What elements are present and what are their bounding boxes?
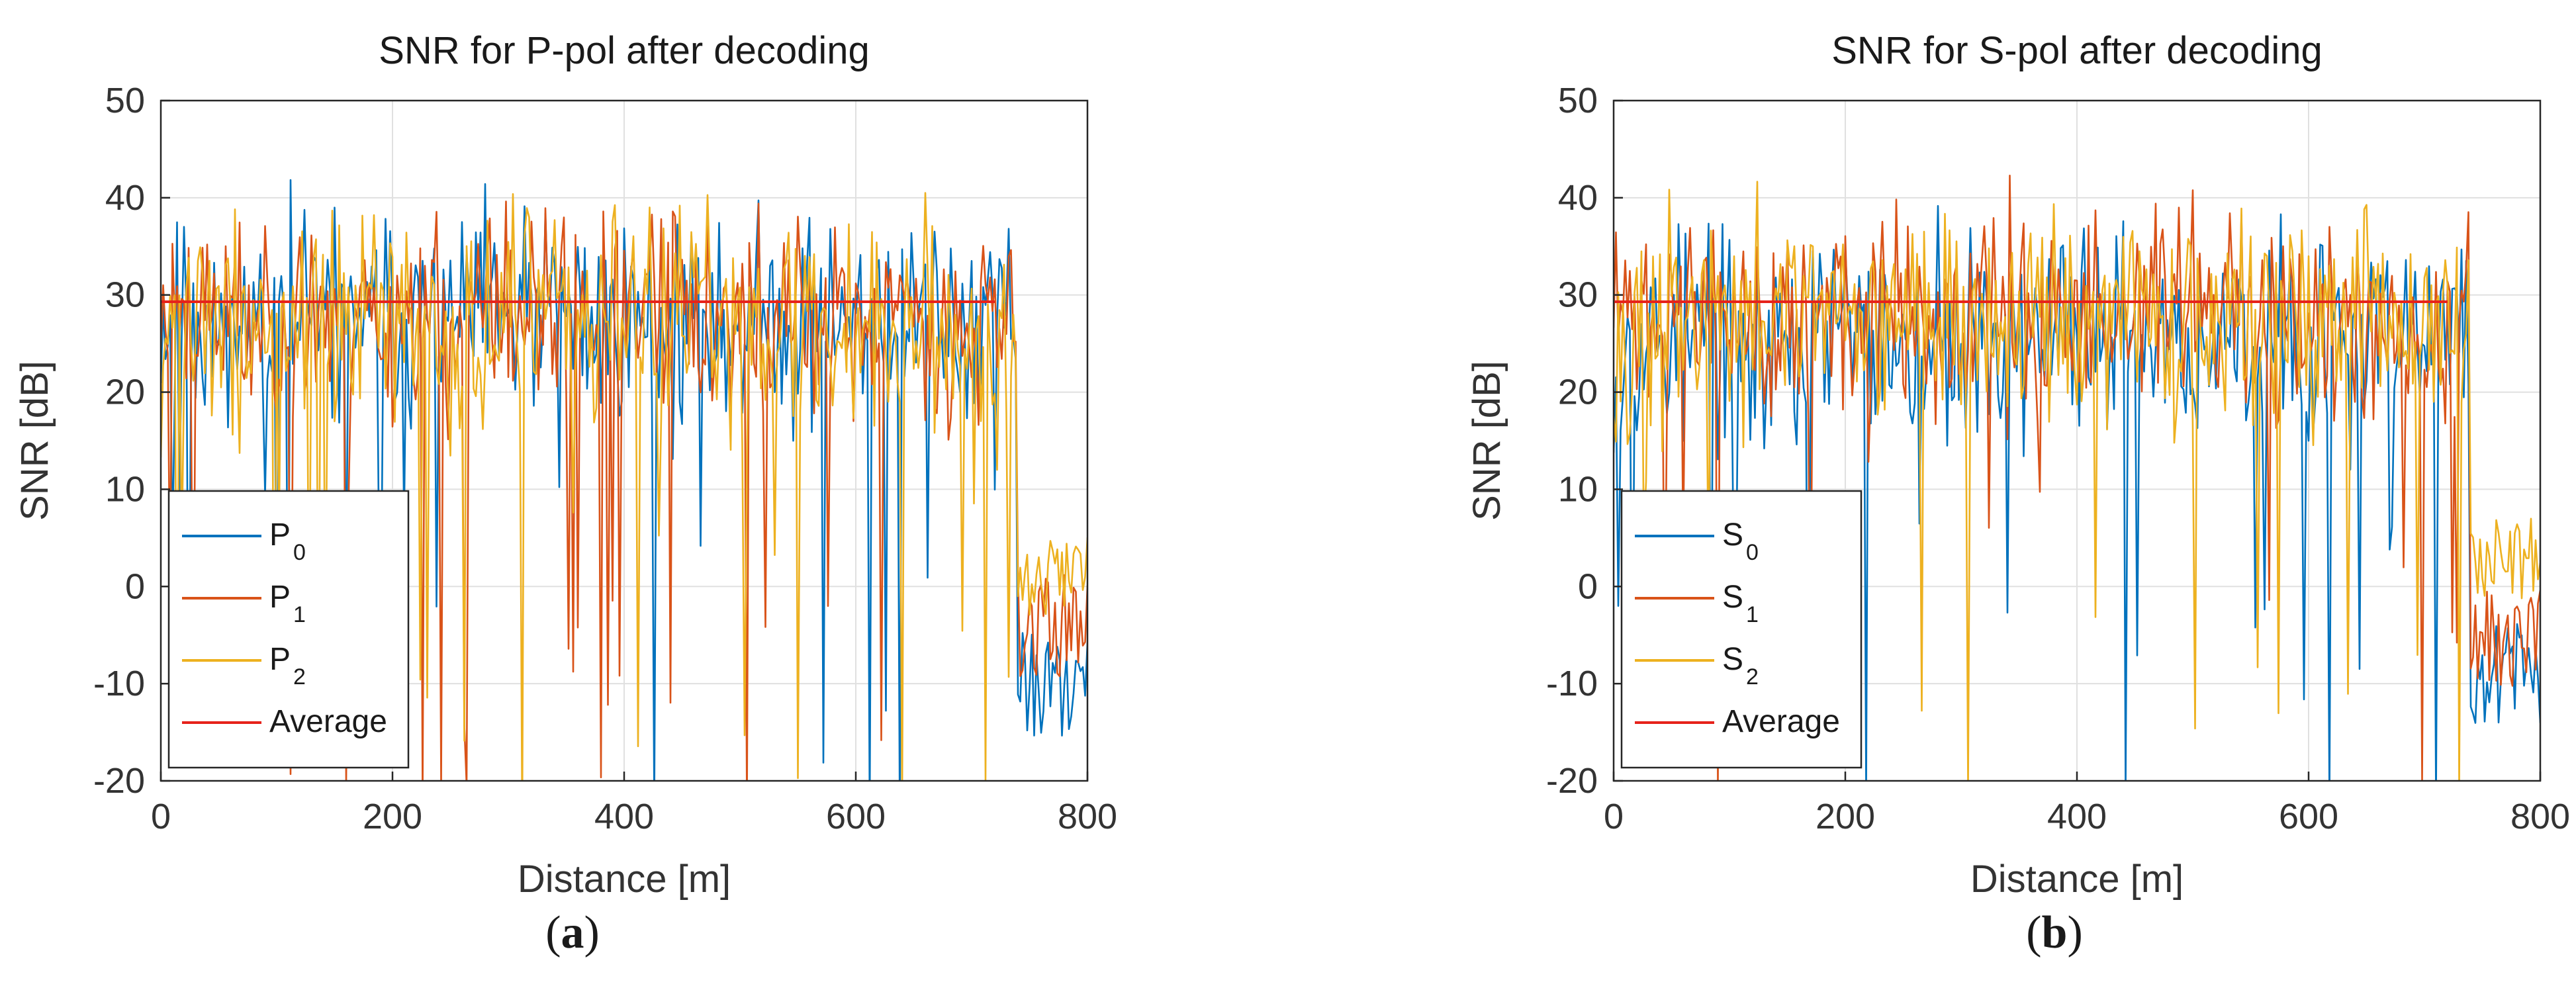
chart-b-series-s0	[1614, 204, 2540, 781]
chart-a-legend: P 0 P 1 P 2 Average	[167, 490, 410, 769]
chart-a-ytick-label-1: -10	[93, 664, 145, 703]
chart-a-xtick-label-1: 200	[363, 797, 422, 836]
chart-a-series-p2	[161, 192, 1087, 781]
chart-a-xtick-label-2: 400	[594, 797, 654, 836]
chart-a-ylabel: SNR [dB]	[13, 361, 56, 521]
chart-b-legend: S 0 S 1 S 2 Average	[1620, 490, 1863, 769]
caption-b: (b)	[2026, 907, 2083, 958]
chart-panel-b: 0 200 400 600 800 -20 -10 0 10 20 30 40 50 SNR for S-…	[1288, 0, 2576, 982]
chart-b-ytick-label-0: -20	[1546, 761, 1598, 801]
chart-b-ytick-label-3: 10	[1558, 469, 1598, 509]
chart-a-title: SNR for P-pol after decoding	[379, 29, 869, 72]
chart-b-ylabel: SNR [dB]	[1465, 361, 1508, 521]
chart-a-ytick-label-4: 20	[105, 373, 145, 412]
caption-a: (a)	[545, 907, 600, 958]
caption-b-letter: b	[2041, 907, 2068, 958]
chart-b-title: SNR for S-pol after decoding	[1831, 29, 2322, 72]
chart-b-ytick-label-6: 40	[1558, 178, 1598, 218]
chart-b-xlabel: Distance [m]	[1970, 858, 2184, 901]
chart-b-xtick-label-2: 400	[2047, 797, 2107, 836]
chart-a-legend-label-average: Average	[269, 704, 387, 739]
chart-a-ytick-label-5: 30	[105, 275, 145, 315]
chart-a-ytick-label-3: 10	[105, 469, 145, 509]
chart-a-xlabel: Distance [m]	[518, 858, 731, 901]
caption-a-letter: a	[561, 907, 584, 958]
chart-a-ytick-label-6: 40	[105, 178, 145, 218]
chart-a-ytick-label-0: -20	[93, 761, 145, 801]
chart-b-xtick-label-0: 0	[1604, 797, 1624, 836]
chart-a-ytick-label-2: 0	[125, 566, 145, 606]
chart-b-xtick-label-1: 200	[1816, 797, 1875, 836]
chart-a-series-group	[161, 179, 1087, 781]
chart-b-ytick-label-2: 0	[1578, 566, 1598, 606]
chart-a-xtick-label-0: 0	[151, 797, 171, 836]
chart-b-svg: 0 200 400 600 800 -20 -10 0 10 20 30 40 50 SNR for S-…	[1465, 29, 2570, 901]
chart-b-ytick-label-1: -10	[1546, 664, 1598, 703]
chart-b-legend-label-average: Average	[1722, 704, 1840, 739]
chart-b-series-s2	[1614, 181, 2540, 781]
chart-b-ytick-label-4: 20	[1558, 373, 1598, 412]
chart-b-ytick-label-7: 50	[1558, 81, 1598, 120]
chart-a-xtick-label-4: 800	[1058, 797, 1117, 836]
chart-b-series-group	[1614, 175, 2540, 781]
chart-panel-a: 0 200 400 600 800 -20 -10 0 10 20 30 40 50 SNR for P-…	[13, 29, 1117, 958]
chart-b-ytick-label-5: 30	[1558, 275, 1598, 315]
chart-a-ytick-label-7: 50	[105, 81, 145, 120]
chart-a-xtick-label-3: 600	[826, 797, 886, 836]
chart-b-xtick-label-3: 600	[2279, 797, 2338, 836]
chart-b-xtick-label-4: 800	[2510, 797, 2570, 836]
chart-a-svg: 0 200 400 600 800 -20 -10 0 10 20 30 40 50 SNR for P-…	[13, 29, 1117, 901]
